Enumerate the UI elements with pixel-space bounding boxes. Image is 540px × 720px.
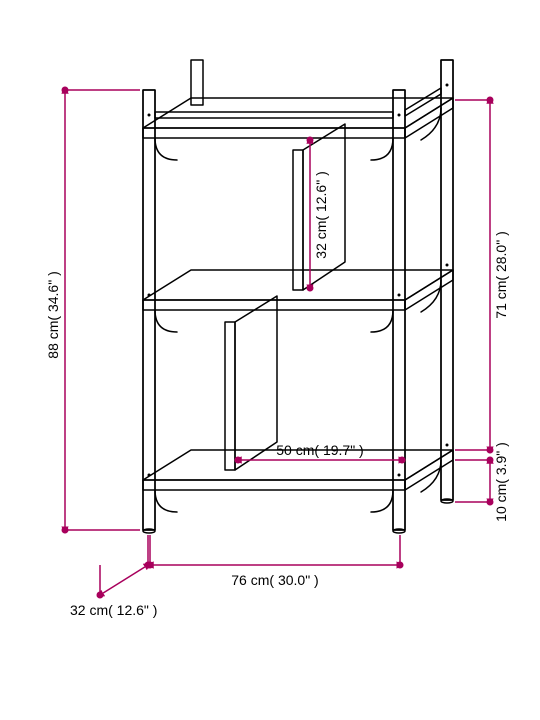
dimension-diagram: 88 cm( 34.6" ) 32 cm( 12.6" ) 76 cm( 30.… bbox=[0, 0, 540, 720]
product-outline bbox=[143, 60, 453, 533]
label-side-height: 71 cm( 28.0" ) bbox=[493, 231, 509, 318]
label-foot-height: 10 cm( 3.9" ) bbox=[493, 442, 509, 522]
label-inner-height: 32 cm( 12.6" ) bbox=[313, 171, 329, 258]
label-depth: 32 cm( 12.6" ) bbox=[70, 602, 157, 618]
label-width: 76 cm( 30.0" ) bbox=[231, 572, 318, 588]
label-inner-width: 50 cm( 19.7" ) bbox=[276, 442, 363, 458]
label-total-height: 88 cm( 34.6" ) bbox=[45, 271, 61, 358]
